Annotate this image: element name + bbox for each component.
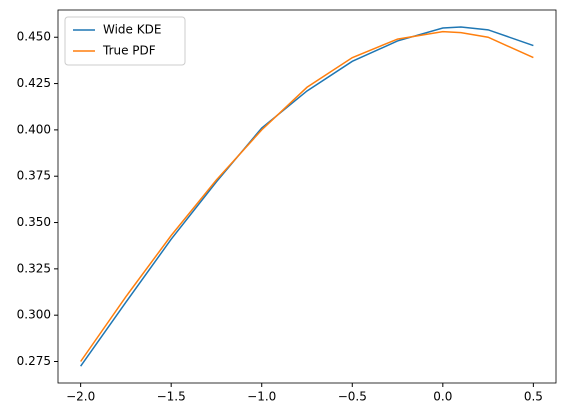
y-tick-label: 0.450	[17, 30, 51, 44]
line-series	[80, 26, 534, 367]
y-tick-label: 0.325	[17, 261, 51, 275]
x-tick-label: 0.0	[433, 390, 452, 404]
x-tick-label: 0.5	[524, 390, 543, 404]
plot-frame	[57, 9, 557, 384]
y-tick-label: 0.275	[17, 354, 51, 368]
y-tick-label: 0.300	[17, 308, 51, 322]
x-tick-label: −2.0	[66, 390, 95, 404]
y-tick-label: 0.350	[17, 215, 51, 229]
x-tick-label: −1.0	[247, 390, 276, 404]
line-series	[80, 30, 534, 362]
legend-label: True PDF	[102, 44, 156, 58]
x-tick-label: −0.5	[338, 390, 367, 404]
legend-label: Wide KDE	[103, 23, 161, 37]
x-tick-label: −1.5	[157, 390, 186, 404]
y-tick-label: 0.375	[17, 169, 51, 183]
y-tick-label: 0.425	[17, 76, 51, 90]
y-tick-label: 0.400	[17, 122, 51, 136]
legend-box	[64, 16, 186, 66]
